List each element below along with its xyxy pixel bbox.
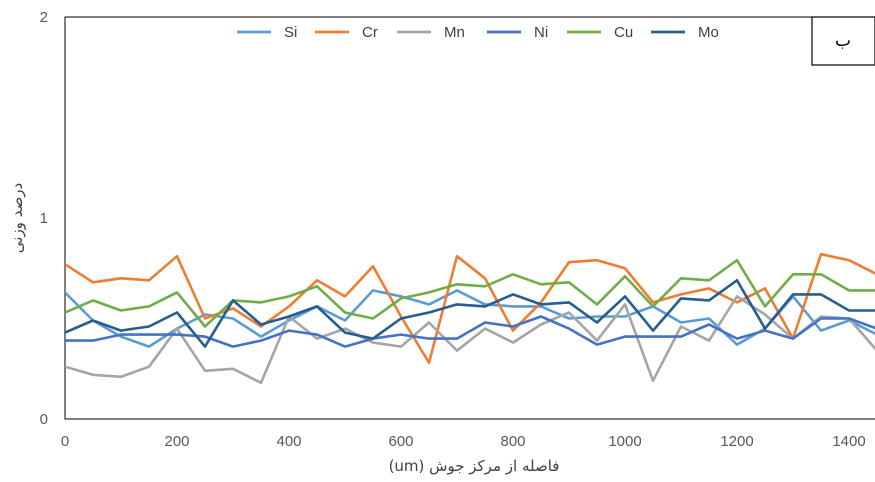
legend-label-si: Si <box>284 24 297 41</box>
legend-label-cr: Cr <box>362 24 378 41</box>
legend: Si Cr Mn Ni Cu Mo <box>237 24 719 41</box>
legend-label-cu: Cu <box>614 24 633 41</box>
panel-label-box: ب <box>811 16 875 66</box>
series-line-cu <box>65 258 875 328</box>
y-tick-label: 0 <box>40 411 48 428</box>
series-line-mn <box>65 295 875 385</box>
y-axis-ticks: 0 1 2 <box>40 9 48 428</box>
x-tick-label: 800 <box>500 433 525 450</box>
legend-label-mn: Mn <box>444 24 465 41</box>
plot-frame <box>64 16 875 420</box>
series-line-ni <box>65 315 875 348</box>
plot-area <box>64 16 875 420</box>
x-tick-label: 1400 <box>832 433 865 450</box>
x-axis-ticks: 0 200 400 600 800 1000 1200 1400 <box>61 433 866 450</box>
x-tick-label: 0 <box>61 433 69 450</box>
legend-label-ni: Ni <box>534 24 548 41</box>
x-tick-label: 1200 <box>720 433 753 450</box>
y-tick-label: 2 <box>40 9 48 26</box>
y-axis-title: درصد وزنی <box>8 183 26 253</box>
x-tick-label: 1000 <box>608 433 641 450</box>
series-lines <box>65 252 875 385</box>
series-line-si <box>65 289 875 348</box>
x-tick-label: 200 <box>164 433 189 450</box>
x-axis-title: فاصله از مرکز جوش (um) <box>389 457 560 475</box>
x-tick-label: 600 <box>388 433 413 450</box>
panel-label-text: ب <box>835 31 851 51</box>
y-tick-label: 1 <box>40 210 48 227</box>
x-tick-label: 400 <box>276 433 301 450</box>
legend-label-mo: Mo <box>698 24 719 41</box>
series-line-mo <box>65 278 875 348</box>
panel-label-frame <box>811 16 875 66</box>
